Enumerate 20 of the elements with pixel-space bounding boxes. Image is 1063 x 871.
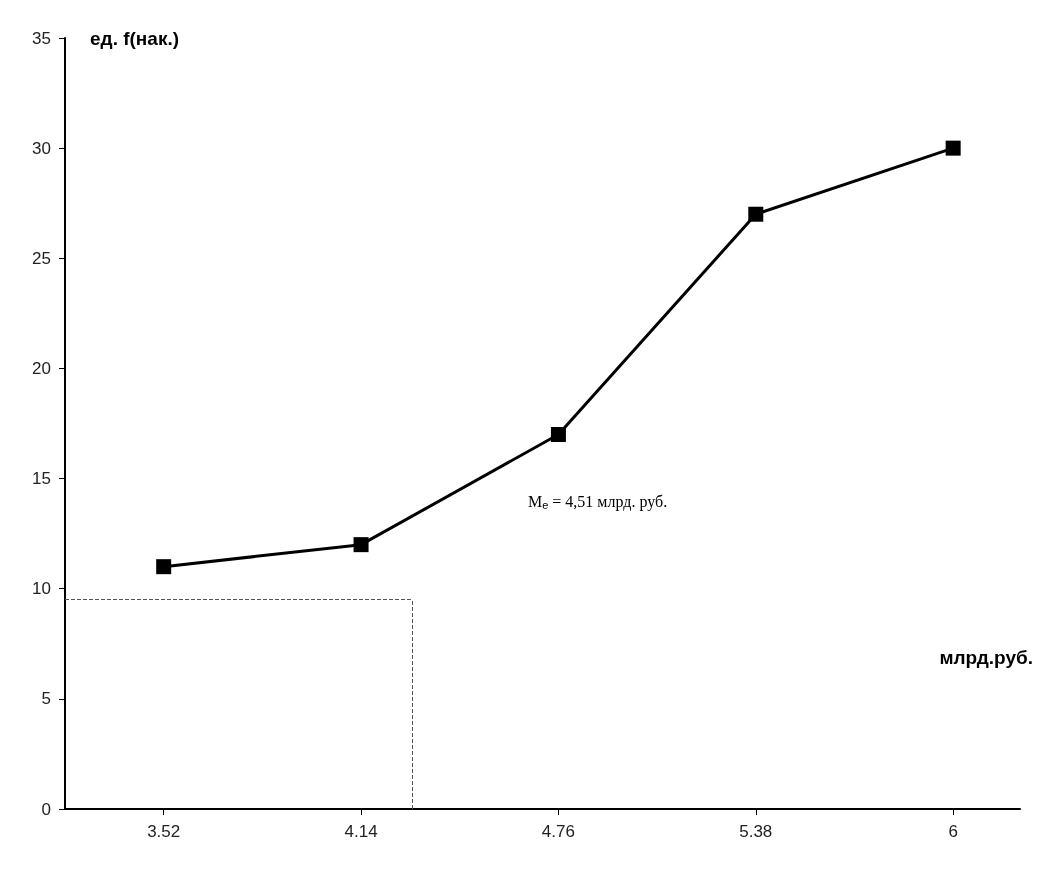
x-tick-label: 4.14 (344, 822, 378, 841)
y-tick-label: 35 (32, 28, 51, 48)
point (353, 537, 369, 553)
point (156, 559, 172, 575)
y-tick-label: 0 (41, 799, 51, 819)
y-tick-label: 5 (41, 689, 51, 709)
y-tick-label: 10 (32, 579, 51, 599)
y-axis-title: ед. f(нак.) (90, 28, 179, 49)
point (550, 427, 566, 443)
y-tick-label: 25 (32, 248, 51, 268)
x-tick-label: 5.38 (739, 822, 773, 841)
y-tick-label: 20 (32, 358, 51, 378)
point (748, 206, 764, 222)
y-tick-label: 15 (32, 469, 51, 489)
x-tick-label: 4.76 (541, 822, 575, 841)
x-tick-label: 3.52 (147, 822, 181, 841)
point (945, 140, 961, 156)
x-tick-label: 6 (948, 822, 958, 841)
x-axis-title: млрд.руб. (939, 647, 1034, 668)
y-tick-label: 30 (32, 138, 51, 158)
